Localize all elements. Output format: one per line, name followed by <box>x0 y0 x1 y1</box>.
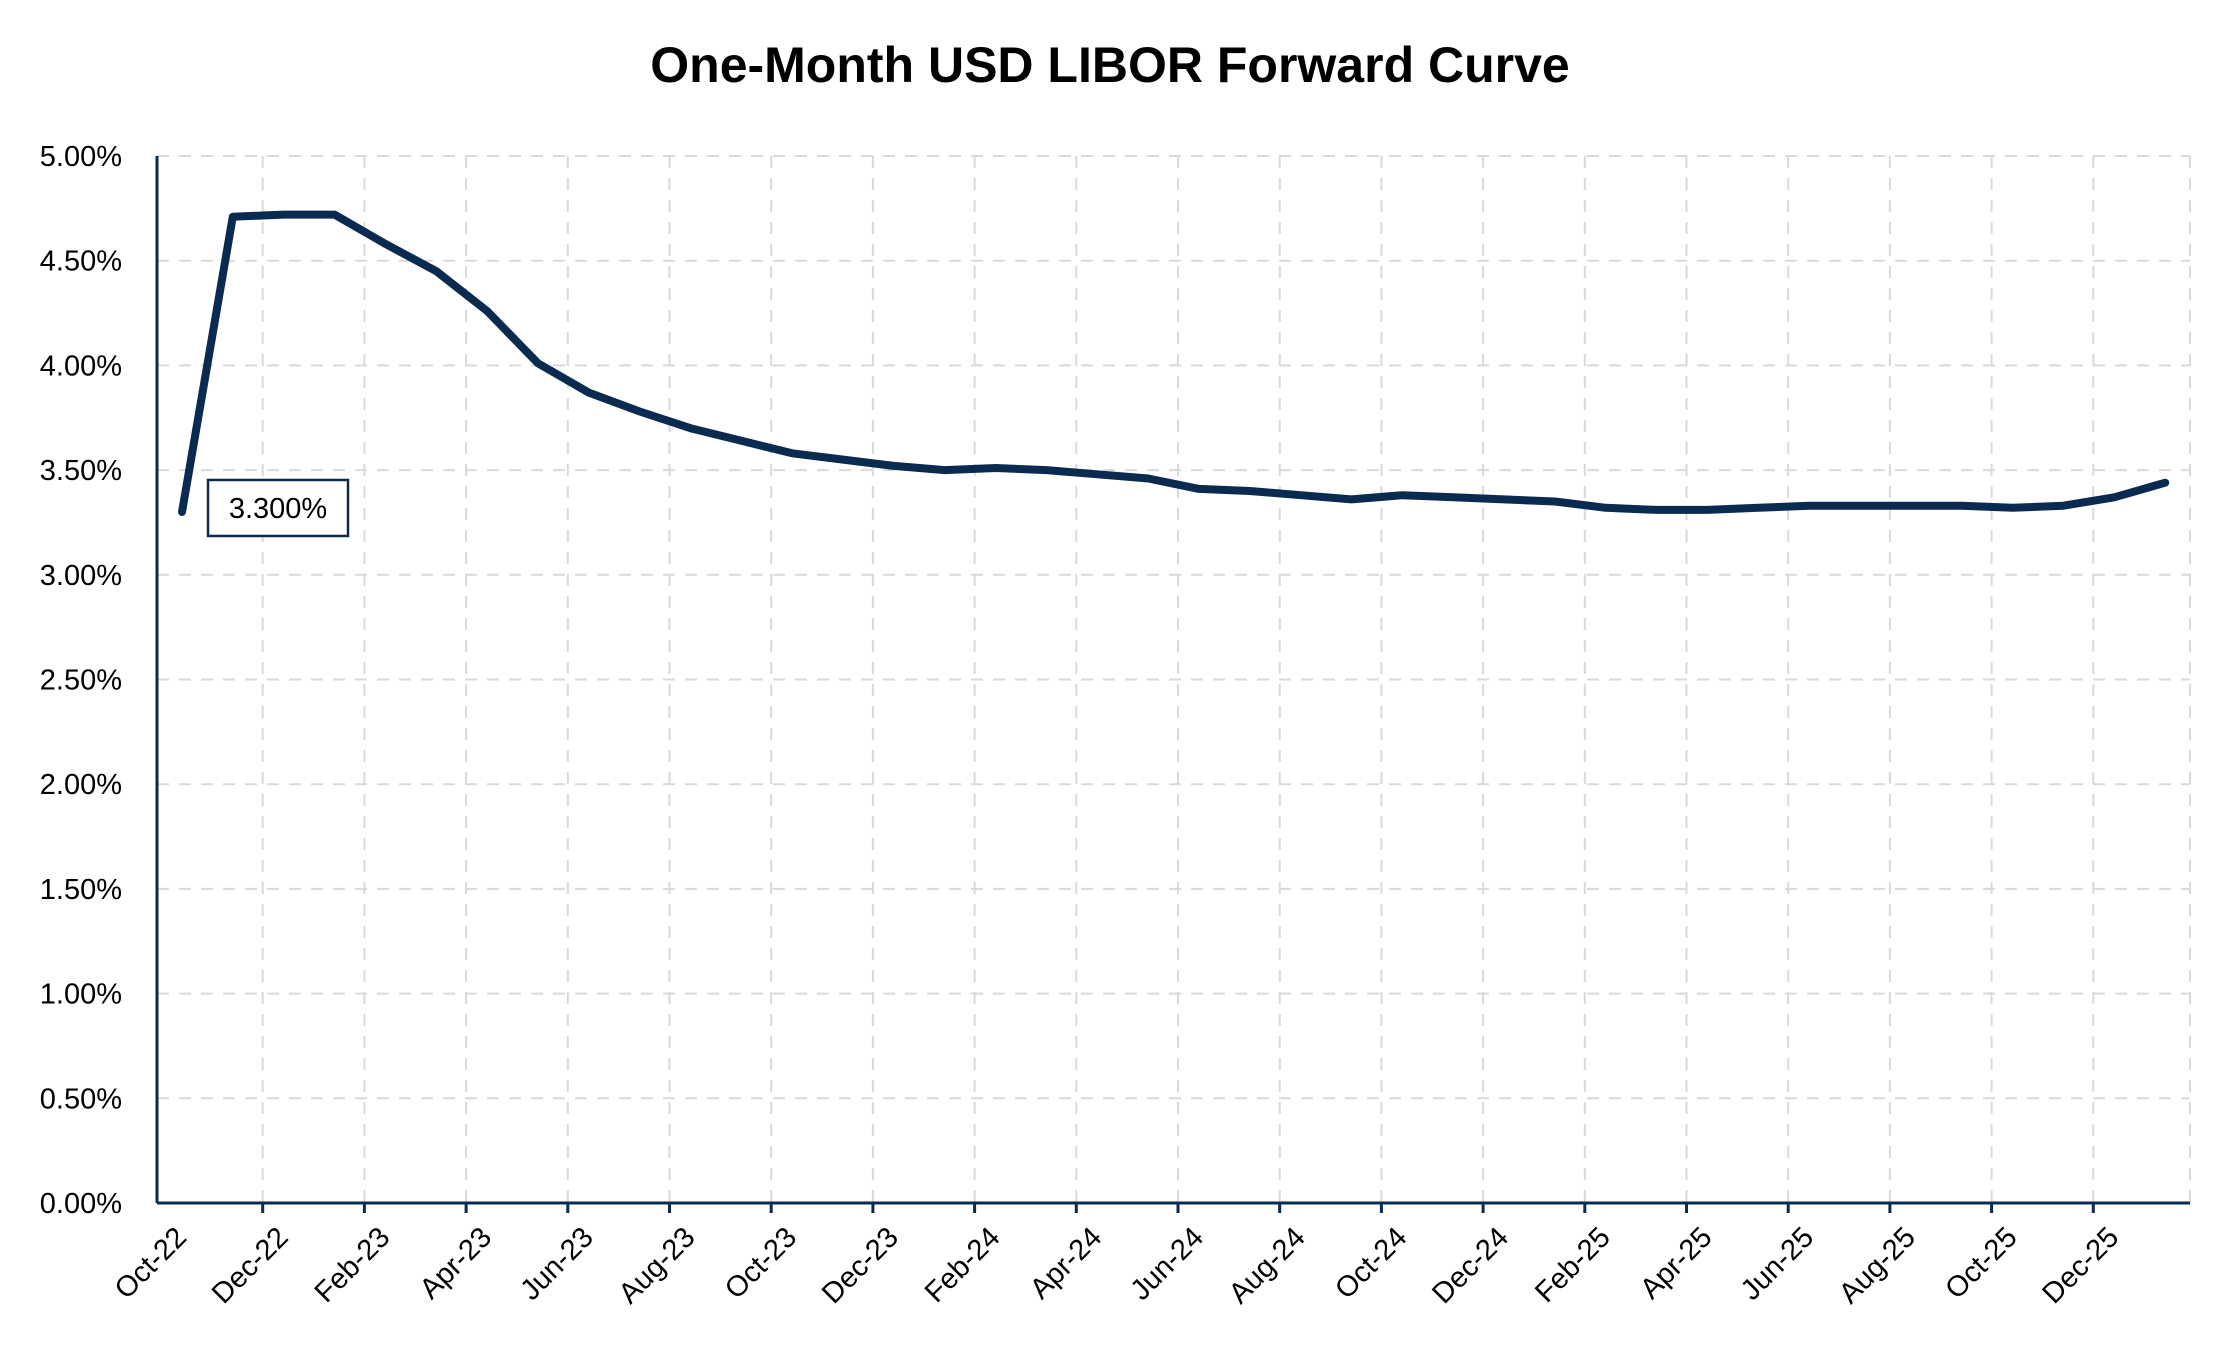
annotation-layer: 3.300% <box>206 478 350 538</box>
x-tick-label: Apr-24 <box>1024 1221 1108 1305</box>
x-tick-label: Feb-24 <box>919 1221 1007 1309</box>
data-label-box <box>206 478 350 538</box>
x-tick-label: Oct-22 <box>109 1221 193 1305</box>
series-line <box>178 210 2170 516</box>
x-tick-label: Dec-24 <box>1426 1221 1515 1310</box>
y-tick-label: 1.00% <box>40 979 122 1011</box>
x-tick-label: Aug-23 <box>613 1221 702 1310</box>
x-tick-label: Aug-25 <box>1833 1221 1922 1310</box>
y-tick-label: 2.50% <box>40 665 122 697</box>
x-tick-label: Apr-25 <box>1634 1221 1718 1305</box>
x-tick-label: Oct-25 <box>1939 1221 2023 1305</box>
y-tick-label: 5.00% <box>40 141 122 173</box>
x-tick-label: Feb-23 <box>309 1221 397 1309</box>
y-tick-label: 1.50% <box>40 874 122 906</box>
x-tick-label: Oct-23 <box>719 1221 803 1305</box>
x-tick-label: Dec-23 <box>816 1221 905 1310</box>
y-tick-label: 0.00% <box>40 1188 122 1220</box>
x-tick-label: Apr-23 <box>414 1221 498 1305</box>
grid-layer <box>157 155 2191 1203</box>
x-tick-label: Oct-24 <box>1329 1221 1413 1305</box>
x-tick-label: Dec-22 <box>206 1221 295 1310</box>
chart-title: One-Month USD LIBOR Forward Curve <box>650 37 1570 93</box>
x-tick-label: Feb-25 <box>1529 1221 1617 1309</box>
data-label-text: 3.300% <box>229 493 327 525</box>
x-tick-label: Jun-25 <box>1735 1221 1820 1306</box>
y-tick-labels: 0.00% 0.50% 1.00% 1.50% 2.00% 2.50% 3.00% 3.50%… <box>40 141 122 1220</box>
y-tick-label: 3.00% <box>40 560 122 592</box>
series-layer <box>178 210 2170 516</box>
axis-layer <box>155 156 2190 1213</box>
x-tick-label: Jun-24 <box>1125 1221 1210 1306</box>
y-tick-label: 4.50% <box>40 246 122 278</box>
x-tick-label: Jun-23 <box>514 1221 599 1306</box>
y-tick-label: 2.00% <box>40 769 122 801</box>
y-tick-label: 4.00% <box>40 350 122 382</box>
x-tick-label: Aug-24 <box>1223 1221 1312 1310</box>
x-tick-label: Dec-25 <box>2037 1221 2126 1310</box>
x-tick-labels: Oct-22 Dec-22 Feb-23 Apr-23 Jun-23 Aug-23 Oct-… <box>109 1221 2125 1310</box>
data-label: 3.300% <box>206 478 350 538</box>
y-tick-label: 0.50% <box>40 1083 122 1115</box>
y-tick-label: 3.50% <box>40 455 122 487</box>
